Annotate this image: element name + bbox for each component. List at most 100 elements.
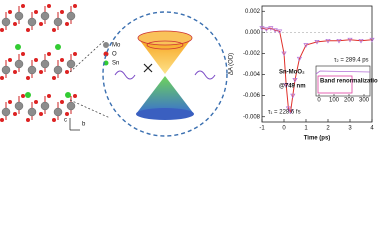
- annotation: τ₁ = 228.6 fs: [268, 110, 301, 116]
- annotation: @749 nm: [279, 84, 306, 90]
- oxygen: [52, 76, 56, 80]
- pulse: [114, 70, 136, 80]
- oxygen: [26, 76, 30, 80]
- legend-label: Mo: [112, 43, 121, 49]
- molybdenum: [66, 11, 76, 21]
- oxygen: [21, 52, 25, 56]
- annotation: τ₂ = 289.4 ps: [334, 58, 369, 64]
- oxygen: [39, 22, 43, 26]
- y-tick-label: -0.002: [243, 51, 261, 57]
- data-point: [290, 93, 296, 99]
- legend-swatch: [103, 42, 109, 48]
- oxygen: [60, 10, 64, 14]
- molybdenum: [53, 107, 63, 117]
- oxygen: [26, 118, 30, 122]
- molybdenum: [66, 59, 76, 69]
- y-tick-label: -0.008: [243, 114, 261, 120]
- oxygen: [21, 94, 25, 98]
- molybdenum: [53, 17, 63, 27]
- tin: [25, 92, 31, 98]
- y-tick-label: -0.004: [243, 72, 261, 78]
- molybdenum: [66, 101, 76, 111]
- molybdenum: [14, 101, 24, 111]
- pulse: [194, 70, 216, 80]
- oxygen: [0, 118, 4, 122]
- chart: 0.002 0.000 -0.002 -0.004 -0.006 -0.008 -1 0 1 2 3…: [229, 5, 378, 142]
- y-tick-label: 0.002: [245, 9, 261, 15]
- annotation: Sn-MoO₂: [279, 70, 305, 76]
- oxygen: [65, 70, 69, 74]
- axis-letter: c: [64, 118, 67, 124]
- molybdenum: [14, 59, 24, 69]
- data-point: [281, 51, 287, 57]
- molybdenum: [14, 11, 24, 21]
- x-tick-label: 0: [282, 126, 286, 132]
- oxygen: [0, 76, 4, 80]
- oxygen: [60, 100, 64, 104]
- oxygen: [47, 4, 51, 8]
- oxygen: [65, 22, 69, 26]
- oxygen: [73, 4, 77, 8]
- oxygen: [8, 10, 12, 14]
- oxygen: [13, 70, 17, 74]
- oxygen: [13, 22, 17, 26]
- data-point: [303, 43, 309, 48]
- structure-legend: Mo O Sn: [103, 42, 121, 67]
- inset-x-tick-label: 0: [317, 98, 321, 104]
- molybdenum: [27, 65, 37, 75]
- crystal-structure: [0, 4, 77, 122]
- data-point: [296, 56, 303, 62]
- data-point: [259, 26, 265, 31]
- fit-curve: [261, 27, 373, 113]
- tin: [65, 92, 71, 98]
- data-point: [314, 40, 320, 45]
- oxygen: [39, 70, 43, 74]
- conduction-cone: [138, 38, 192, 74]
- oxygen: [34, 58, 38, 62]
- structure-axes: c b: [64, 118, 86, 131]
- tin: [55, 44, 61, 50]
- data-point: [369, 37, 375, 43]
- inset-x-tick-label: 300: [359, 98, 370, 104]
- legend-label: Sn: [112, 61, 119, 67]
- data-point: [263, 27, 270, 32]
- plot-frame: [261, 5, 373, 123]
- annotation: Band renormalization: [320, 79, 378, 85]
- molybdenum: [27, 107, 37, 117]
- oxygen: [8, 100, 12, 104]
- inset-trace: [315, 70, 371, 75]
- oxygen: [8, 58, 12, 62]
- oxygen: [21, 4, 25, 8]
- zoom-line: [69, 99, 111, 119]
- oxygen: [65, 112, 69, 116]
- data-point: [285, 106, 292, 111]
- oxygen: [13, 112, 17, 116]
- oxygen: [39, 112, 43, 116]
- molybdenum: [1, 65, 11, 75]
- oxygen: [52, 28, 56, 32]
- y-tick-label: 0.000: [245, 30, 261, 36]
- oxygen: [26, 28, 30, 32]
- tin: [15, 44, 21, 50]
- molybdenum: [1, 17, 11, 27]
- legend-label: O: [112, 52, 117, 58]
- oxygen: [73, 52, 77, 56]
- y-axis-title: ΔA (OD): [229, 53, 235, 75]
- axis-letter: b: [82, 122, 86, 128]
- y-tick-label: -0.006: [243, 93, 261, 99]
- cross: [143, 63, 153, 73]
- inset-x-tick-label: 200: [344, 98, 355, 104]
- molybdenum: [53, 65, 63, 75]
- data-point: [325, 38, 331, 44]
- cone-rim: [136, 108, 194, 120]
- data-point: [358, 38, 364, 44]
- x-tick-label: 2: [326, 126, 330, 132]
- data-point: [276, 29, 283, 35]
- x-tick-label: 4: [370, 126, 374, 132]
- oxygen: [60, 58, 64, 62]
- oxygen: [34, 10, 38, 14]
- legend-swatch: [103, 51, 109, 57]
- zoom-line: [69, 39, 106, 73]
- x-tick-label: -1: [259, 126, 265, 132]
- data-point: [292, 77, 298, 83]
